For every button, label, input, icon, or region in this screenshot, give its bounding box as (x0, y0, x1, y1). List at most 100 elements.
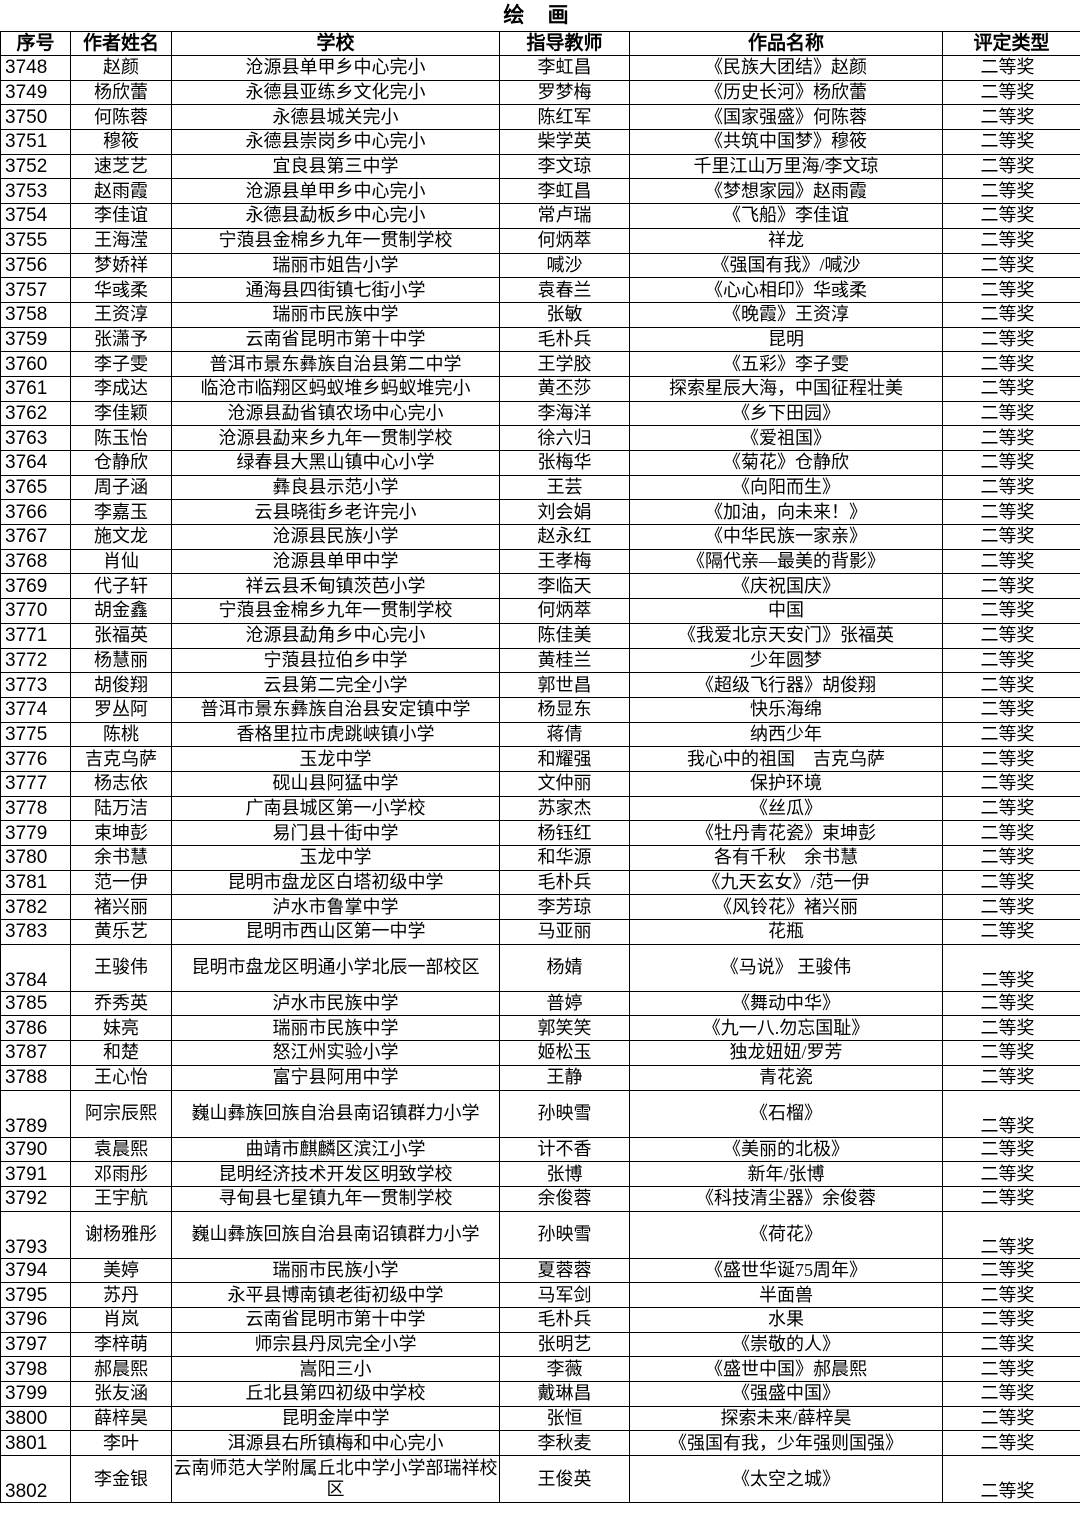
cell-school: 永德县勐板乡中心完小 (171, 203, 500, 229)
cell-author: 李梓萌 (70, 1331, 172, 1358)
table-row: 3799 张友涵 丘北县第四初级中学校 戴琳昌 《强盛中国》 二等奖 (0, 1381, 1080, 1407)
cell-author: 和楚 (70, 1040, 172, 1066)
cell-seq: 3802 (0, 1455, 71, 1504)
cell-school: 普洱市景东彝族自治县安定镇中学 (171, 696, 500, 723)
cell-seq: 3758 (0, 301, 71, 328)
cell-school: 永平县博南镇老街初级中学 (171, 1282, 500, 1308)
cell-teacher: 何炳萃 (499, 227, 630, 254)
cell-work: 《心心相印》华彧柔 (629, 277, 943, 303)
cell-work: 《牡丹青花瓷》束坤彭 (629, 820, 943, 846)
table-row: 3774 罗丛阿 普洱市景东彝族自治县安定镇中学 杨显东 快乐海绵 二等奖 (0, 696, 1080, 723)
cell-author: 王宇航 (70, 1185, 172, 1212)
cell-work: 《盛世华诞75周年》 (629, 1257, 943, 1284)
cell-award: 二等奖 (942, 153, 1080, 180)
cell-seq: 3766 (0, 499, 71, 526)
cell-work: 《历史长河》杨欣蕾 (629, 79, 943, 106)
table-row: 3784 王骏伟 昆明市盘龙区明通小学北辰一部校区 杨婧 《马说》 王骏伟 二等奖 (0, 943, 1080, 992)
cell-work: 探索星辰大海，中国征程壮美 (629, 375, 943, 402)
cell-author: 李子雯 (70, 351, 172, 377)
cell-seq: 3780 (0, 845, 71, 871)
cell-work: 《风铃花》褚兴丽 (629, 894, 943, 921)
cell-seq: 3781 (0, 869, 71, 896)
cell-seq: 3767 (0, 524, 71, 550)
cell-award: 二等奖 (942, 55, 1080, 81)
cell-award: 二等奖 (942, 721, 1080, 748)
cell-seq: 3773 (0, 672, 71, 698)
cell-school: 云县第二完全小学 (171, 672, 500, 698)
cell-school: 沧源县单甲乡中心完小 (171, 55, 500, 81)
cell-seq: 3787 (0, 1040, 71, 1066)
cell-author: 何陈蓉 (70, 104, 172, 131)
cell-school: 昆明市西山区第一中学 (171, 919, 500, 945)
table-row: 3762 李佳颖 沧源县勐省镇农场中心完小 李海洋 《乡下田园》 二等奖 (0, 400, 1080, 427)
cell-teacher: 郭世昌 (499, 672, 630, 698)
cell-award: 二等奖 (942, 375, 1080, 402)
cell-work: 中国 (629, 598, 943, 624)
cell-teacher: 张梅华 (499, 450, 630, 476)
cell-author: 余书慧 (70, 845, 172, 871)
cell-teacher: 黄丕莎 (499, 375, 630, 402)
cell-teacher: 马亚丽 (499, 919, 630, 945)
cell-work: 纳西少年 (629, 721, 943, 748)
table-row: 3800 薛梓昊 昆明金岸中学 张恒 探索未来/薛梓昊 二等奖 (0, 1405, 1080, 1432)
table-row: 3753 赵雨霞 沧源县单甲乡中心完小 李虹昌 《梦想家园》赵雨霞 二等奖 (0, 178, 1080, 205)
table-row: 3779 束坤彭 易门县十街中学 杨钰红 《牡丹青花瓷》束坤彭 二等奖 (0, 820, 1080, 846)
cell-seq: 3774 (0, 696, 71, 723)
table-row: 3768 肖仙 沧源县单甲中学 王孝梅 《隔代亲—最美的背影》 二等奖 (0, 548, 1080, 575)
cell-work: 半面兽 (629, 1282, 943, 1308)
table-row: 3778 陆万洁 广南县城区第一小学校 苏家杰 《丝瓜》 二等奖 (0, 795, 1080, 822)
cell-award: 二等奖 (942, 1356, 1080, 1382)
cell-author: 妹亮 (70, 1015, 172, 1042)
cell-school: 宁蒗县金棉乡九年一贯制学校 (171, 227, 500, 254)
cell-work: 《共筑中国梦》穆筱 (629, 129, 943, 155)
cell-award: 二等奖 (942, 795, 1080, 822)
cell-author: 仓静欣 (70, 450, 172, 476)
cell-seq: 3757 (0, 277, 71, 303)
cell-author: 胡金鑫 (70, 598, 172, 624)
cell-school: 临沧市临翔区蚂蚁堆乡蚂蚁堆完小 (171, 375, 500, 402)
cell-award: 二等奖 (942, 990, 1080, 1017)
cell-seq: 3775 (0, 721, 71, 748)
cell-seq: 3795 (0, 1282, 71, 1308)
table-row: 3780 余书慧 玉龙中学 和华源 各有千秋 余书慧 二等奖 (0, 845, 1080, 871)
cell-award: 二等奖 (942, 1064, 1080, 1091)
cell-school: 永德县崇岗乡中心完小 (171, 129, 500, 155)
cell-work: 我心中的祖国 吉克乌萨 (629, 746, 943, 772)
cell-school: 洱源县右所镇梅和中心完小 (171, 1430, 500, 1457)
cell-award: 二等奖 (942, 622, 1080, 649)
cell-teacher: 蒋倩 (499, 721, 630, 748)
table-row: 3757 华彧柔 通海县四街镇七街小学 袁春兰 《心心相印》华彧柔 二等奖 (0, 277, 1080, 303)
cell-school: 云南省昆明市第十中学 (171, 326, 500, 353)
cell-school: 泸水市鲁掌中学 (171, 894, 500, 921)
cell-award: 二等奖 (942, 203, 1080, 229)
cell-work: 《飞船》李佳谊 (629, 203, 943, 229)
cell-work: 探索未来/薛梓昊 (629, 1405, 943, 1432)
cell-seq: 3770 (0, 598, 71, 624)
cell-work: 各有千秋 余书慧 (629, 845, 943, 871)
table-row: 3752 速芝艺 宜良县第三中学 李文琼 千里江山万里海/李文琼 二等奖 (0, 153, 1080, 180)
cell-author: 李嘉玉 (70, 499, 172, 526)
cell-work: 《中华民族一家亲》 (629, 524, 943, 550)
table-row: 3764 仓静欣 绿春县大黑山镇中心小学 张梅华 《菊花》仓静欣 二等奖 (0, 450, 1080, 476)
table-row: 3761 李成达 临沧市临翔区蚂蚁堆乡蚂蚁堆完小 黄丕莎 探索星辰大海，中国征程壮美 二等… (0, 375, 1080, 402)
cell-school: 昆明金岸中学 (171, 1405, 500, 1432)
cell-school: 沧源县单甲乡中心完小 (171, 178, 500, 205)
cell-teacher: 张博 (499, 1161, 630, 1187)
cell-teacher: 郭笑笑 (499, 1015, 630, 1042)
cell-seq: 3785 (0, 990, 71, 1017)
cell-school: 宁蒗县金棉乡九年一贯制学校 (171, 598, 500, 624)
cell-award: 二等奖 (942, 943, 1080, 992)
cell-work: 《菊花》仓静欣 (629, 450, 943, 476)
cell-teacher: 王孝梅 (499, 548, 630, 575)
cell-school: 砚山县阿猛中学 (171, 770, 500, 797)
cell-school: 沧源县单甲中学 (171, 548, 500, 575)
header-seq: 序号 (0, 31, 71, 56)
cell-teacher: 计不香 (499, 1136, 630, 1163)
header-row: 序号 作者姓名 学校 指导教师 作品名称 评定类型 (0, 31, 1080, 56)
cell-seq: 3764 (0, 450, 71, 476)
cell-author: 陈玉怡 (70, 425, 172, 451)
cell-award: 二等奖 (942, 450, 1080, 476)
cell-school: 云县晓街乡老许完小 (171, 499, 500, 526)
header-award: 评定类型 (942, 31, 1080, 56)
cell-seq: 3793 (0, 1210, 71, 1259)
